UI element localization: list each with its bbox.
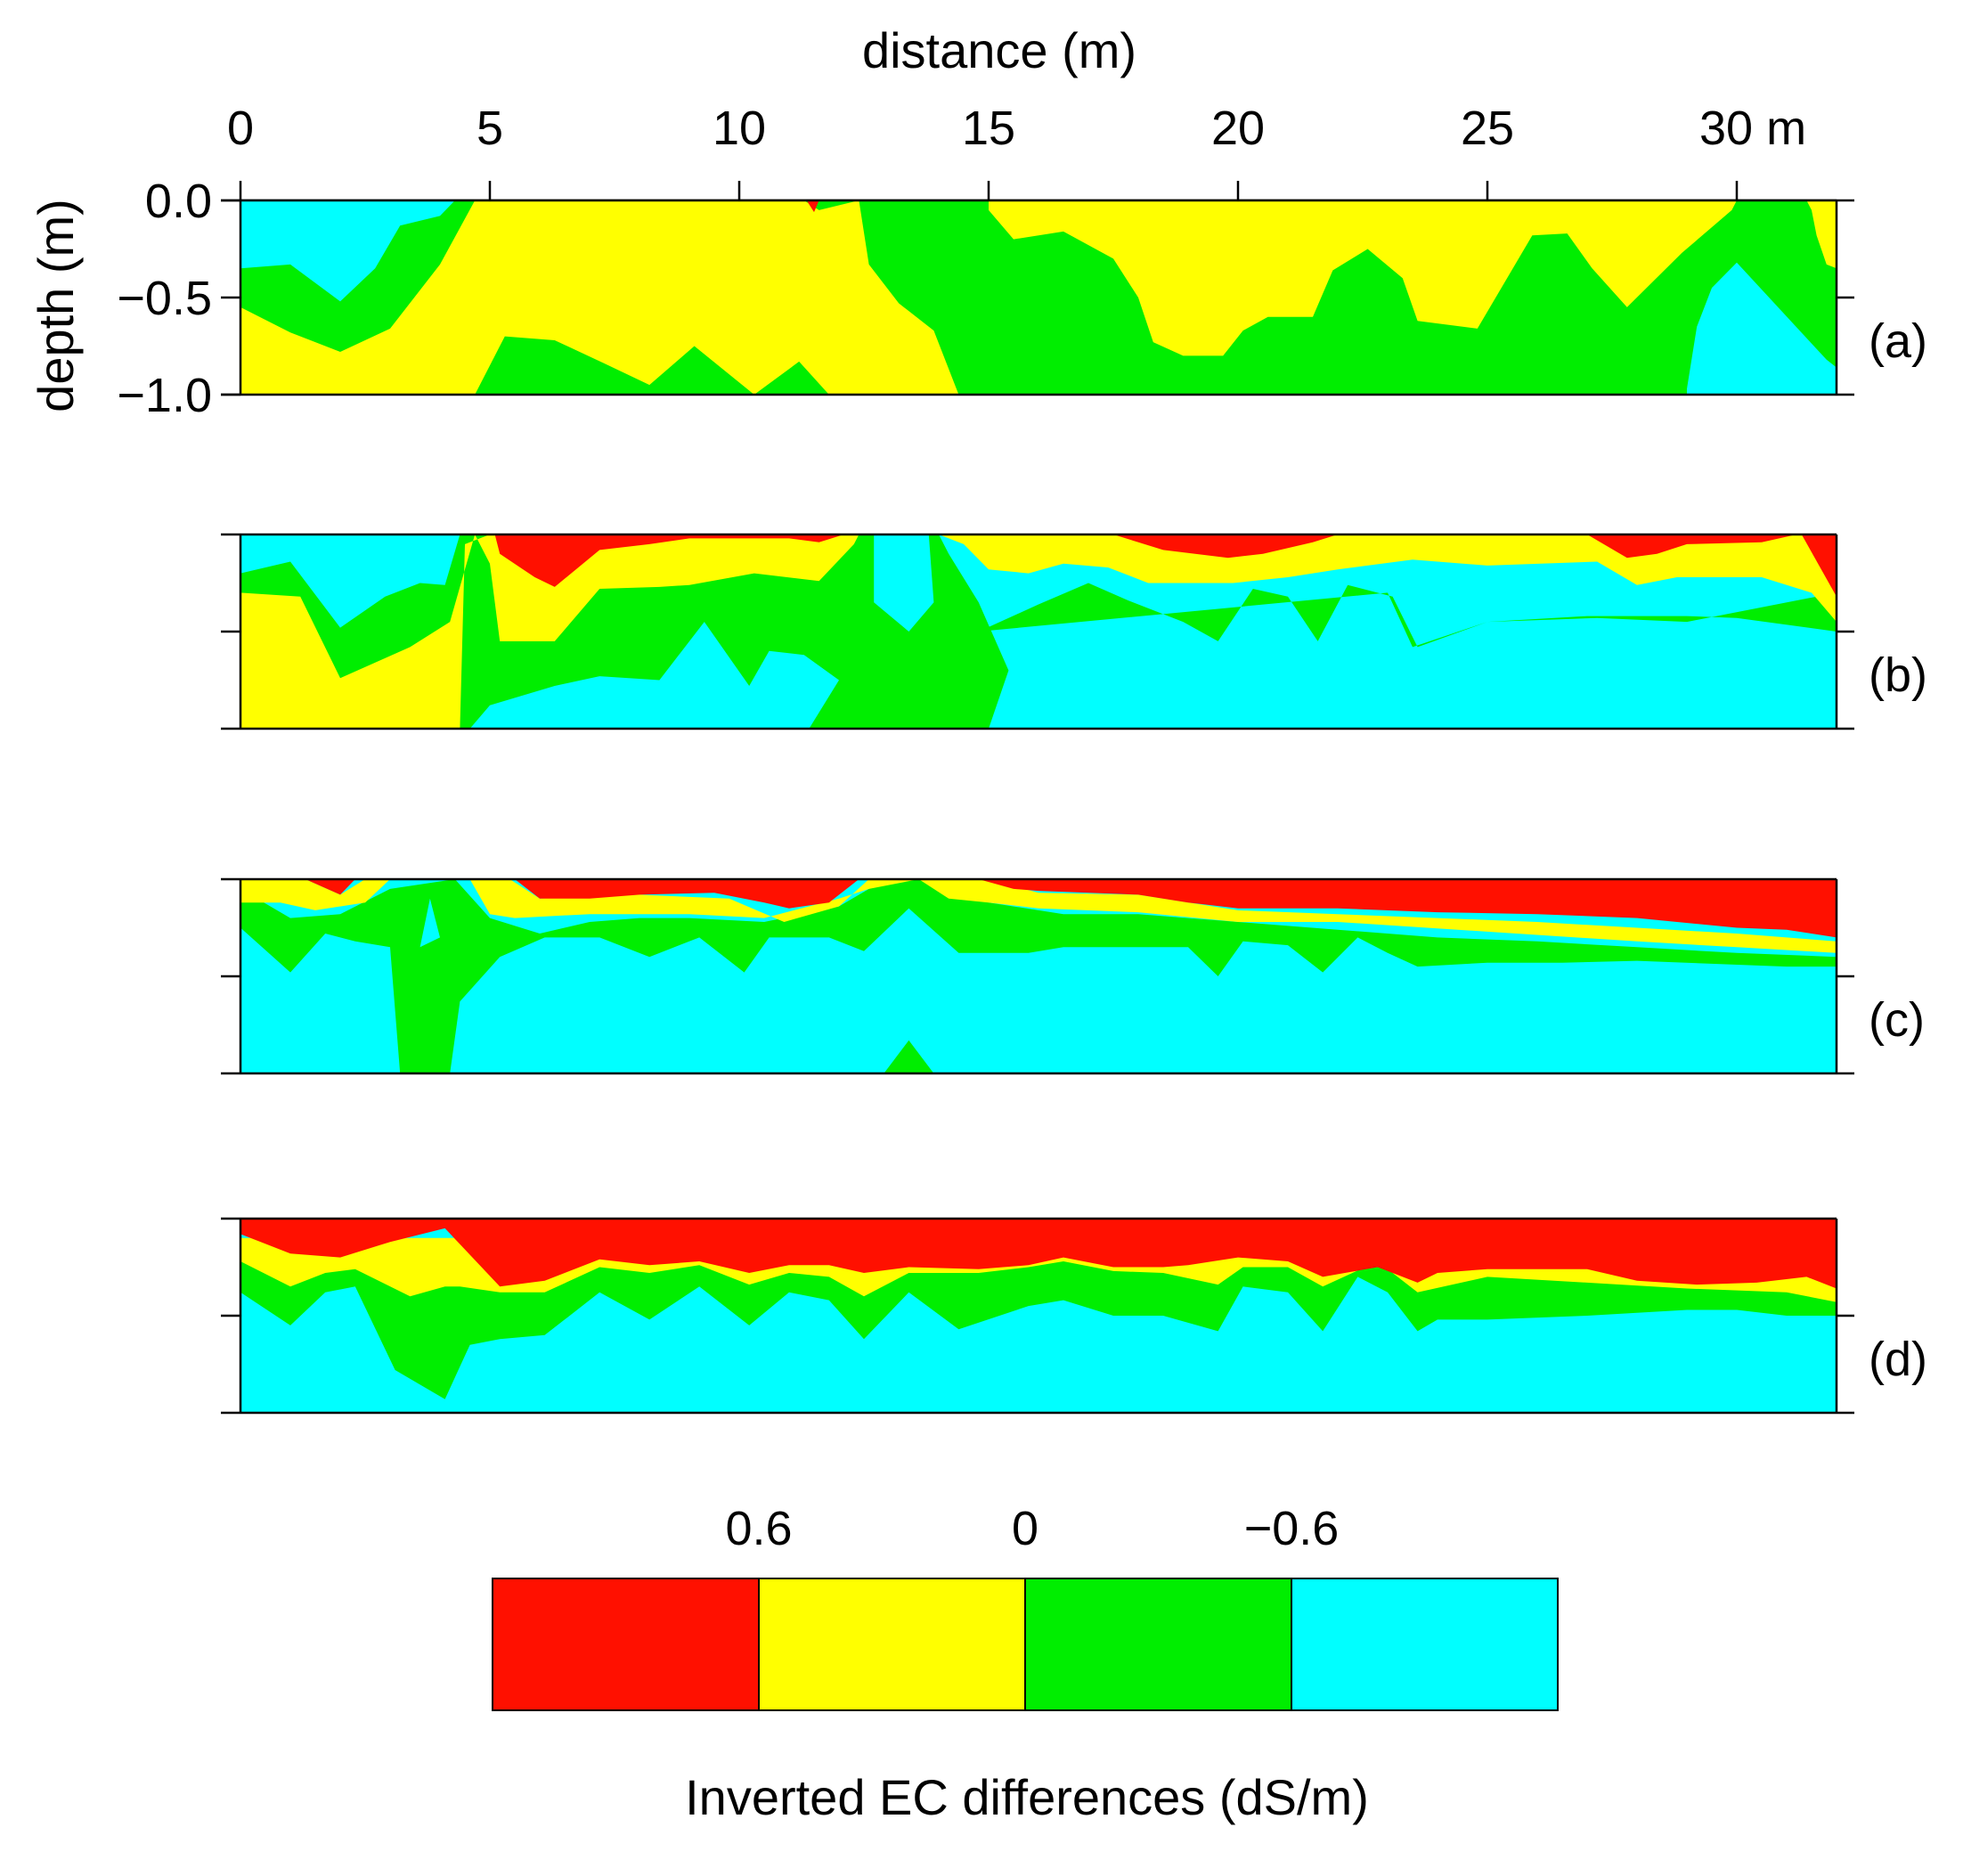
colorbar-swatch-red: [492, 1578, 760, 1711]
contour-region-cyan: [874, 534, 934, 632]
panel-d: (d): [221, 1217, 1927, 1415]
panel-label: (a): [1869, 314, 1927, 368]
depth-sections: (a) (b) (c) (d): [221, 199, 1927, 1415]
y-axis-ticks: 0.0 −0.5 −1.0: [117, 175, 240, 422]
colorbar-swatch-green: [1024, 1578, 1292, 1711]
contour-region-yellow: [240, 200, 959, 395]
colorbar-tick-label: −0.6: [1244, 1502, 1340, 1555]
panel-label: (d): [1869, 1333, 1927, 1386]
x-tick-label: 15: [962, 102, 1015, 155]
contour-region-cyan: [240, 534, 455, 628]
colorbar: 0.6 0 −0.6: [492, 1502, 1559, 1711]
x-axis-ticks: 0 5 10 15 20 25 30 m: [227, 102, 1854, 202]
x-tick-label: 5: [476, 102, 503, 155]
colorbar-swatch-cyan: [1291, 1578, 1559, 1711]
contour-region-red: [240, 1219, 1837, 1289]
x-tick-label: 10: [713, 102, 766, 155]
x-tick-label: 30 m: [1699, 102, 1806, 155]
y-tick-label: −1.0: [117, 369, 212, 422]
contour-region-red: [1587, 534, 1837, 597]
contour-region-green: [978, 583, 1837, 648]
x-tick-label: 25: [1461, 102, 1514, 155]
colorbar-tick-label: 0: [1012, 1502, 1039, 1555]
contour-region-red: [1113, 534, 1338, 559]
y-axis-title: depth (m): [28, 199, 84, 412]
x-axis-title: distance (m): [862, 22, 1136, 78]
contour-region-yellow: [939, 534, 1837, 623]
contour-region-green: [240, 879, 1837, 1073]
panel-c: (c): [221, 877, 1925, 1075]
contour-region-yellow: [240, 879, 390, 910]
panel-a: (a): [221, 199, 1927, 396]
contour-region-red: [494, 534, 844, 587]
contour-region-red: [305, 879, 355, 895]
panel-label: (c): [1869, 993, 1925, 1047]
contour-region-yellow: [989, 200, 1737, 356]
contour-region-red: [515, 879, 859, 909]
contour-region-green: [884, 1040, 934, 1073]
panel-label: (b): [1869, 648, 1927, 702]
contour-region-yellow: [240, 534, 859, 729]
contour-region-cyan: [240, 200, 440, 267]
colorbar-swatch-yellow: [758, 1578, 1026, 1711]
contour-region-yellow: [469, 879, 1837, 953]
y-tick-label: −0.5: [117, 272, 212, 325]
y-tick-label: 0.0: [145, 175, 212, 228]
colorbar-title: Inverted EC differences (dS/m): [685, 1769, 1369, 1825]
contour-region-red: [806, 200, 819, 213]
contour-region-cyan: [419, 898, 440, 948]
x-tick-label: 20: [1211, 102, 1265, 155]
contour-region-red: [978, 879, 1837, 938]
panel-b: (b): [221, 533, 1927, 730]
x-tick-label: 0: [227, 102, 254, 155]
colorbar-tick-label: 0.6: [725, 1502, 792, 1555]
contour-region-yellow: [1806, 200, 1837, 269]
